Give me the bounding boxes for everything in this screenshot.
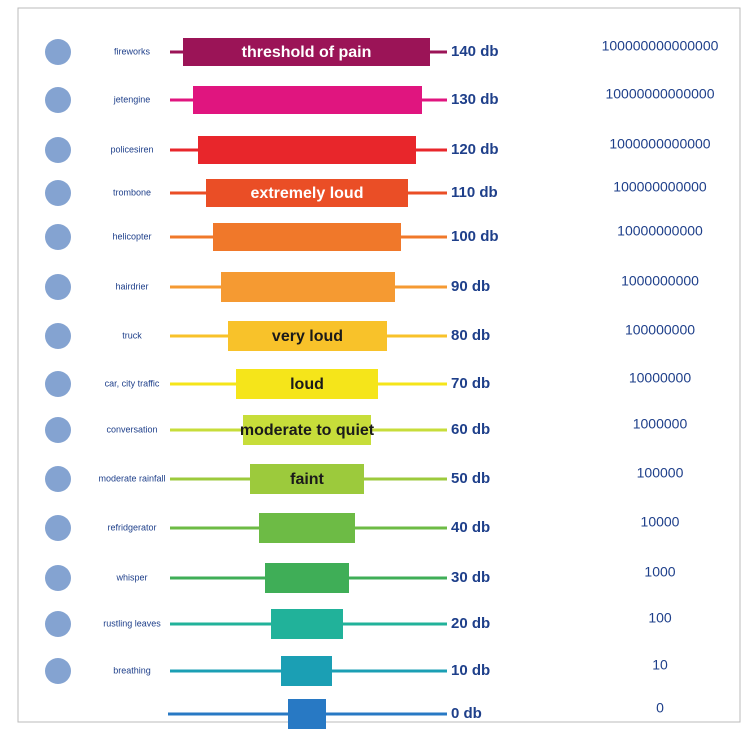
bar-label: faint — [290, 471, 324, 488]
intensity-label: 1000000000 — [621, 273, 699, 289]
intensity-label: 100 — [648, 610, 672, 626]
source-label: rustling leaves — [103, 618, 161, 628]
source-label: fireworks — [114, 46, 151, 56]
level-label: 0 db — [451, 705, 482, 722]
intensity-label: 1000000000000 — [609, 136, 710, 152]
source-label: refridgerator — [107, 522, 156, 532]
level-label: 130 db — [451, 91, 499, 108]
level-bar — [198, 136, 416, 164]
intensity-label: 1000 — [644, 564, 675, 580]
source-icon — [45, 371, 71, 397]
source-icon — [45, 515, 71, 541]
intensity-label: 0 — [656, 700, 664, 716]
source-icon — [45, 274, 71, 300]
intensity-label: 10000000000 — [617, 223, 703, 239]
bar-label: threshold of pain — [242, 44, 372, 61]
source-icon — [45, 180, 71, 206]
source-icon — [45, 224, 71, 250]
source-label: hairdrier — [115, 281, 148, 291]
level-bar — [221, 272, 395, 302]
intensity-label: 10000000 — [629, 370, 692, 386]
intensity-label: 100000000 — [625, 322, 695, 338]
source-label: jetengine — [113, 94, 151, 104]
source-icon — [45, 417, 71, 443]
level-bar — [265, 563, 349, 593]
frame — [18, 8, 740, 722]
source-icon — [45, 466, 71, 492]
intensity-label: 100000 — [637, 465, 684, 481]
bar-label: moderate to quiet — [240, 422, 375, 439]
infographic: threshold of painfireworks140 db10000000… — [0, 0, 754, 750]
source-icon — [45, 658, 71, 684]
source-label: car, city traffic — [105, 378, 160, 388]
intensity-label: 10 — [652, 657, 668, 673]
level-label: 60 db — [451, 421, 490, 438]
intensity-label: 10000 — [641, 514, 680, 530]
source-icon — [45, 611, 71, 637]
source-label: moderate rainfall — [98, 473, 165, 483]
source-label: whisper — [115, 572, 147, 582]
bar-label: extremely loud — [251, 185, 364, 202]
source-icon — [45, 137, 71, 163]
level-label: 120 db — [451, 141, 499, 158]
bar-label: loud — [290, 376, 324, 393]
level-label: 140 db — [451, 43, 499, 60]
source-label: truck — [122, 330, 142, 340]
level-bar — [213, 223, 401, 251]
source-icon — [45, 87, 71, 113]
source-label: conversation — [106, 424, 157, 434]
level-label: 80 db — [451, 327, 490, 344]
intensity-label: 100000000000000 — [602, 38, 719, 54]
level-label: 30 db — [451, 569, 490, 586]
source-label: trombone — [113, 187, 151, 197]
source-label: helicopter — [112, 231, 151, 241]
source-icon — [45, 39, 71, 65]
source-label: policesiren — [110, 144, 153, 154]
bar-label: very loud — [272, 328, 343, 345]
level-label: 70 db — [451, 375, 490, 392]
level-bar — [288, 699, 326, 729]
level-bar — [271, 609, 343, 639]
level-label: 90 db — [451, 278, 490, 295]
level-bar — [259, 513, 355, 543]
level-label: 50 db — [451, 470, 490, 487]
intensity-label: 10000000000000 — [605, 86, 714, 102]
level-bar — [193, 86, 422, 114]
level-label: 20 db — [451, 615, 490, 632]
source-icon — [45, 565, 71, 591]
intensity-label: 1000000 — [633, 416, 688, 432]
source-label: breathing — [113, 665, 151, 675]
level-label: 40 db — [451, 519, 490, 536]
level-label: 100 db — [451, 228, 499, 245]
level-bar — [281, 656, 332, 686]
intensity-label: 100000000000 — [613, 179, 707, 195]
level-label: 110 db — [451, 184, 498, 201]
source-icon — [45, 323, 71, 349]
level-label: 10 db — [451, 662, 490, 679]
